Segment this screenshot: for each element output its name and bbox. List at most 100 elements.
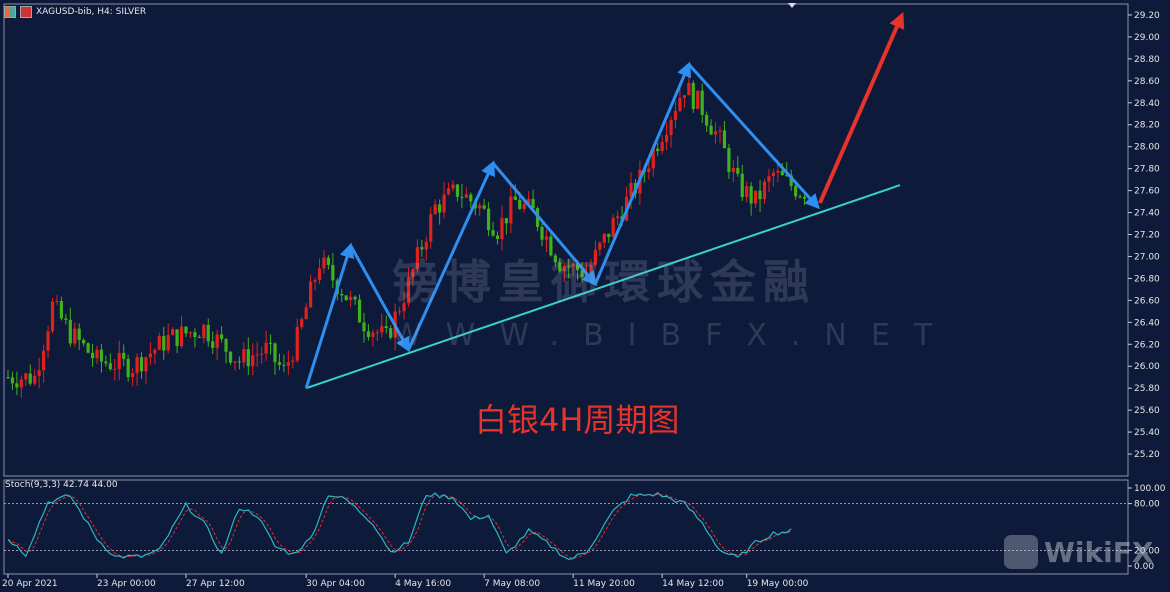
candle-body xyxy=(349,296,353,301)
chart-annotation: 白银4H周期图 xyxy=(475,401,680,439)
candle-body xyxy=(268,342,273,344)
candle-body xyxy=(286,362,290,366)
stoch-main-line xyxy=(7,491,792,561)
time-tick-label: 7 May 08:00 xyxy=(484,579,540,589)
zigzag-leg xyxy=(687,63,820,210)
candle-body xyxy=(228,351,233,363)
flag-icon[interactable] xyxy=(20,6,32,18)
candle-body xyxy=(50,301,55,332)
price-tick-label: 27.40 xyxy=(1134,209,1160,219)
price-tick-label: 27.20 xyxy=(1134,231,1160,241)
candle-body xyxy=(179,326,184,347)
candle-body xyxy=(629,183,633,197)
price-tick-label: 27.00 xyxy=(1134,252,1160,262)
price-tick-label: 28.40 xyxy=(1134,99,1160,109)
candle-body xyxy=(211,341,215,348)
chart-symbol-icon[interactable] xyxy=(4,6,16,18)
candle-body xyxy=(233,361,237,363)
candle-body xyxy=(469,194,473,202)
candle-body xyxy=(313,280,317,282)
price-tick-label: 26.40 xyxy=(1134,318,1160,328)
stoch-tick-label: 0.00 xyxy=(1134,562,1154,572)
candle-body xyxy=(371,332,375,337)
candle-body xyxy=(300,319,304,327)
candle-body xyxy=(131,373,135,378)
candle-body xyxy=(139,357,144,372)
candle-body xyxy=(237,361,241,363)
support-trendline xyxy=(305,184,901,390)
candle-body xyxy=(82,339,86,344)
candle-body xyxy=(384,326,388,329)
candle-body xyxy=(309,281,313,308)
time-tick-label: 14 May 12:00 xyxy=(662,579,724,589)
candle-body xyxy=(687,82,691,96)
candle-body xyxy=(117,352,121,370)
candle-body xyxy=(295,326,299,361)
price-panel-frame xyxy=(3,3,1129,477)
candle-body xyxy=(277,362,282,365)
candle-body xyxy=(482,205,486,209)
candles xyxy=(6,74,807,398)
candle-body xyxy=(593,249,597,265)
candle-body xyxy=(429,214,433,242)
candle-body xyxy=(37,370,41,376)
price-tick-label: 25.20 xyxy=(1134,450,1160,460)
time-tick-label: 27 Apr 12:00 xyxy=(186,579,245,589)
candle-body xyxy=(144,357,148,372)
candle-body xyxy=(95,349,99,359)
stoch-tick-label: 20.00 xyxy=(1134,546,1160,556)
candle-body xyxy=(28,373,32,384)
price-tick-label: 28.80 xyxy=(1134,55,1160,65)
time-tick-label: 20 Apr 2021 xyxy=(2,579,58,589)
candle-body xyxy=(184,326,188,334)
wikifx-logo-icon xyxy=(1004,535,1038,569)
candle-body xyxy=(322,257,326,269)
price-tick-label: 26.60 xyxy=(1134,296,1160,306)
candle-body xyxy=(736,167,740,174)
candle-body xyxy=(366,331,371,337)
candle-body xyxy=(344,295,348,301)
candle-body xyxy=(264,342,268,354)
candle-body xyxy=(513,196,517,200)
candle-body xyxy=(282,364,286,366)
candle-body xyxy=(540,226,544,240)
candle-body xyxy=(705,114,709,126)
candle-body xyxy=(46,331,50,351)
chart-header: XAGUSD-bib, H4: SILVER xyxy=(4,4,146,20)
candle-body xyxy=(340,293,344,296)
candle-body xyxy=(433,204,437,215)
candle-body xyxy=(478,205,482,209)
wikifx-watermark: WikiFX xyxy=(1004,530,1153,574)
candle-body xyxy=(224,339,228,352)
watermark-cn: 镑博皇御環球金融 xyxy=(392,255,816,309)
candle-body xyxy=(42,350,46,371)
candle-body xyxy=(175,329,179,347)
candle-body xyxy=(607,233,611,237)
candle-body xyxy=(451,184,455,189)
candle-body xyxy=(504,218,508,224)
candle-body xyxy=(317,268,322,281)
candle-body xyxy=(99,349,104,362)
price-tick-label: 29.00 xyxy=(1134,33,1160,43)
candle-body xyxy=(220,334,224,340)
candle-body xyxy=(215,334,219,348)
candle-body xyxy=(438,204,442,213)
candle-body xyxy=(656,148,660,152)
candle-body xyxy=(549,236,553,256)
candle-body xyxy=(460,196,464,198)
candle-body xyxy=(669,119,673,135)
candle-body xyxy=(567,265,571,267)
candle-body xyxy=(762,181,767,200)
candle-body xyxy=(202,324,206,338)
candle-body xyxy=(206,324,210,342)
candle-body xyxy=(148,353,152,358)
candle-body xyxy=(789,175,793,186)
candle-body xyxy=(500,218,504,239)
candle-body xyxy=(527,198,531,204)
candle-body xyxy=(709,125,713,135)
candle-body xyxy=(576,263,580,271)
candle-body xyxy=(24,373,28,380)
stoch-tick-label: 100.00 xyxy=(1134,484,1166,494)
candle-body xyxy=(487,208,491,231)
